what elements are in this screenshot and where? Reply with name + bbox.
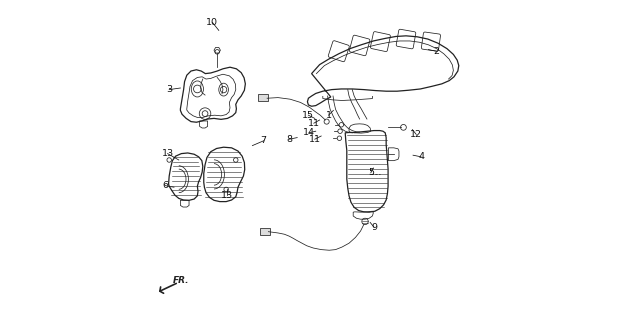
- Text: 13: 13: [162, 149, 174, 158]
- Text: 2: 2: [433, 47, 440, 56]
- Text: FR.: FR.: [173, 276, 190, 285]
- Text: 6: 6: [162, 181, 168, 190]
- Text: 5: 5: [368, 168, 374, 177]
- FancyBboxPatch shape: [257, 94, 268, 101]
- Text: 1: 1: [326, 111, 332, 120]
- Text: 10: 10: [206, 18, 218, 27]
- Text: 11: 11: [309, 135, 321, 144]
- Text: 14: 14: [303, 128, 315, 137]
- Text: 13: 13: [221, 191, 233, 200]
- Text: 8: 8: [286, 135, 292, 144]
- Text: 3: 3: [166, 85, 172, 94]
- Text: 15: 15: [303, 111, 314, 120]
- Text: 11: 11: [308, 119, 320, 128]
- Text: 12: 12: [410, 130, 422, 139]
- Text: 4: 4: [418, 152, 424, 161]
- Text: 9: 9: [371, 223, 377, 232]
- Text: 7: 7: [260, 136, 267, 145]
- FancyBboxPatch shape: [260, 228, 270, 235]
